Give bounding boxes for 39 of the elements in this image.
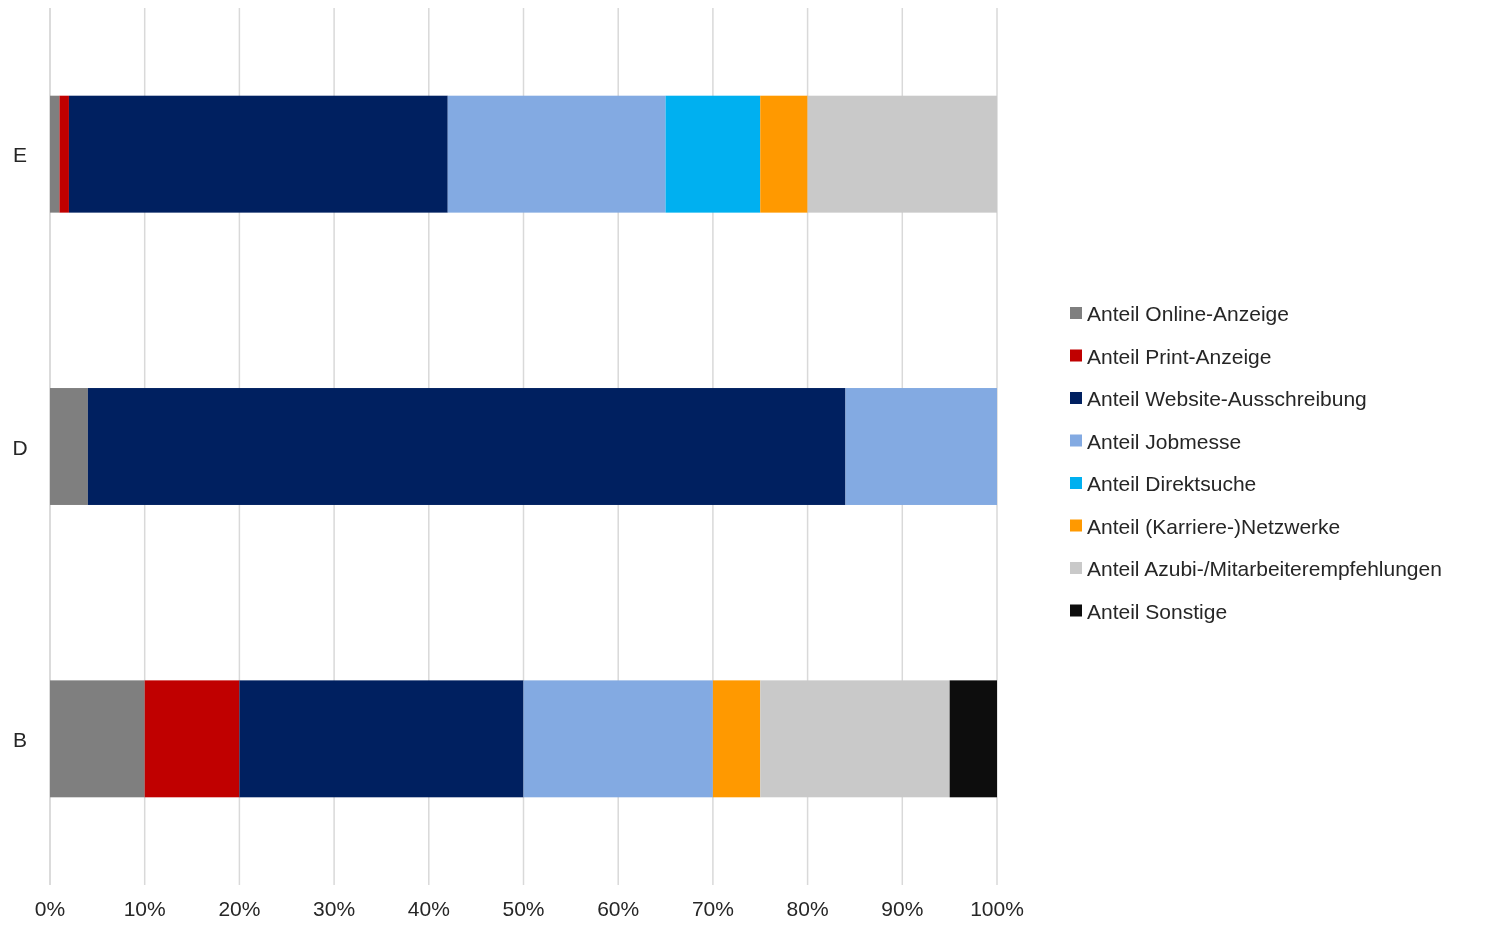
bar xyxy=(760,680,950,798)
legend-label: Anteil Sonstige xyxy=(1087,599,1228,623)
bar xyxy=(845,388,997,505)
x-tick-label: 20% xyxy=(218,897,261,920)
x-tick-label: 80% xyxy=(786,897,829,920)
bar xyxy=(59,95,69,213)
bar xyxy=(50,95,60,213)
x-tick-label: 50% xyxy=(502,897,545,920)
x-tick-label: 10% xyxy=(123,897,166,920)
x-tick-label: 60% xyxy=(597,897,640,920)
bar xyxy=(712,680,761,798)
legend-label: Anteil Azubi-/Mitarbeiterempfehlungen xyxy=(1087,557,1442,580)
x-tick-label: 100% xyxy=(970,897,1024,920)
legend-label: Anteil Print-Anzeige xyxy=(1087,344,1272,368)
legend-label: Anteil Website-Ausschreibung xyxy=(1087,387,1367,410)
bar xyxy=(665,95,761,213)
bar xyxy=(949,680,997,798)
legend-label: Anteil Online-Anzeige xyxy=(1087,302,1289,325)
x-tick-label: 0% xyxy=(34,897,66,920)
bar xyxy=(87,388,846,505)
y-tick-label: B xyxy=(12,727,28,751)
x-tick-label: 30% xyxy=(313,897,356,920)
bar xyxy=(239,680,524,798)
legend-label: Anteil Direktsuche xyxy=(1087,472,1257,495)
bar xyxy=(144,680,240,798)
legend-label: Anteil (Karriere-)Netzwerke xyxy=(1087,514,1341,538)
bar xyxy=(50,680,145,798)
bar xyxy=(50,388,88,505)
bar xyxy=(760,95,808,213)
bar xyxy=(523,680,713,798)
y-tick-label: E xyxy=(12,143,28,167)
x-tick-label: 70% xyxy=(691,897,734,920)
legend-label: Anteil Jobmesse xyxy=(1087,429,1242,453)
bar xyxy=(447,95,666,213)
y-tick-label: D xyxy=(12,435,28,459)
x-tick-label: 40% xyxy=(407,897,450,920)
x-tick-label: 90% xyxy=(881,897,924,920)
bar xyxy=(807,95,997,213)
bar xyxy=(68,95,448,213)
